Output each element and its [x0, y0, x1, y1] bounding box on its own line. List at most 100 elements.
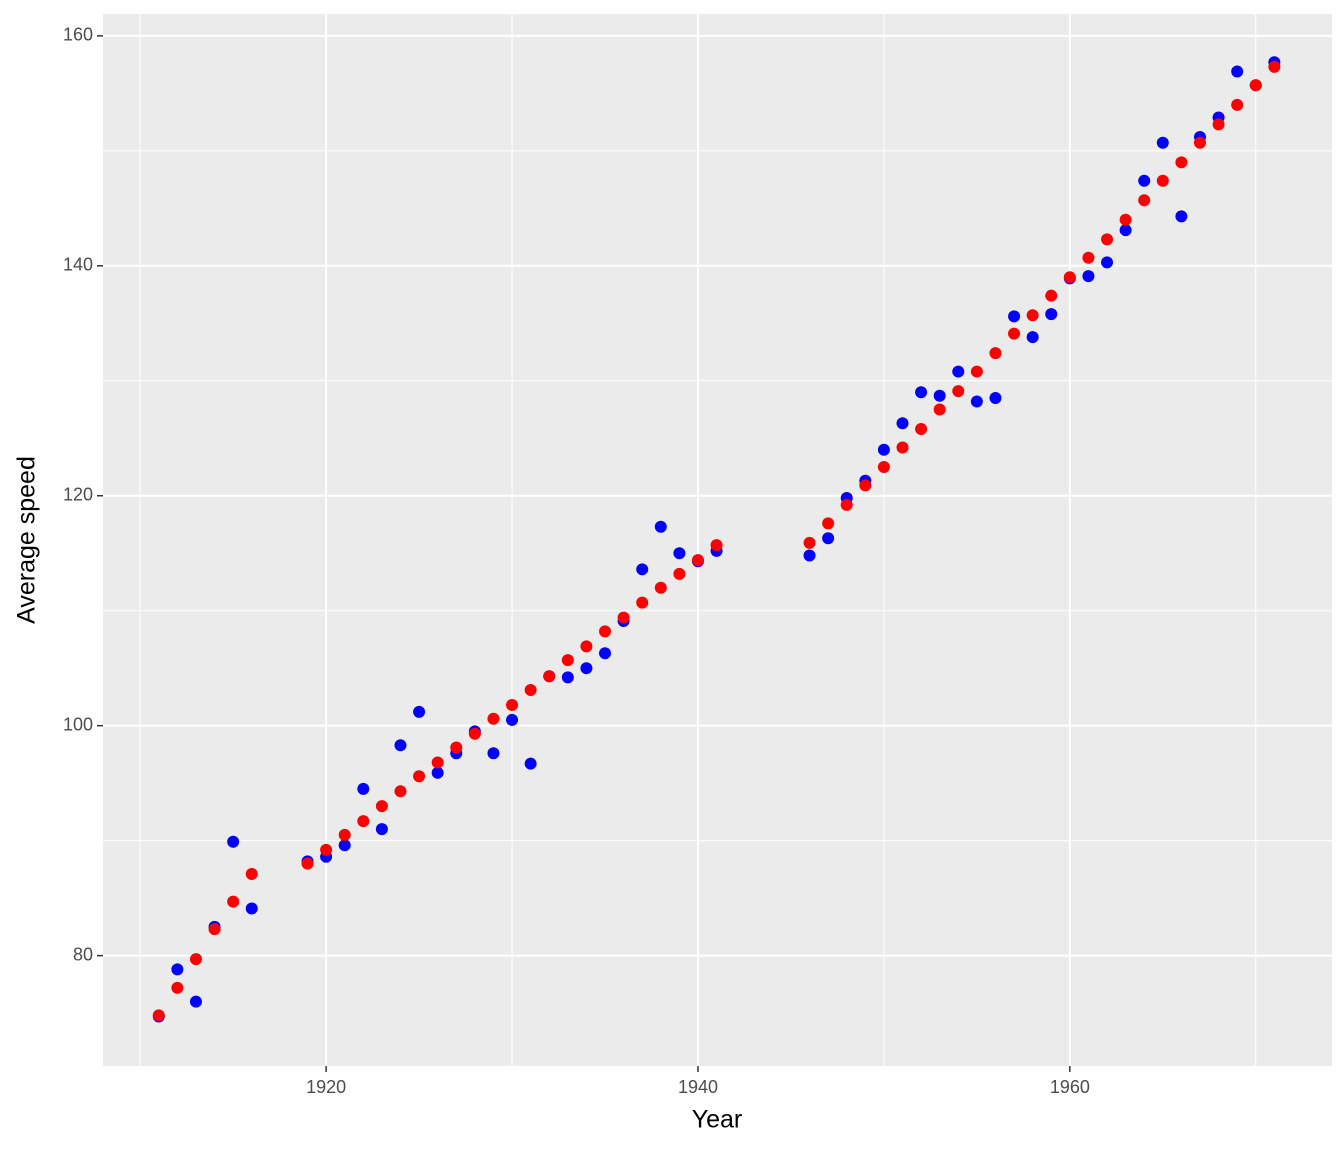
point: [1026, 309, 1039, 322]
point: [691, 554, 704, 567]
point: [375, 823, 388, 836]
point: [822, 517, 835, 530]
point: [152, 1009, 165, 1022]
point: [822, 532, 835, 545]
point: [654, 520, 667, 533]
point: [506, 713, 519, 726]
point: [189, 995, 202, 1008]
point: [1231, 98, 1244, 111]
point: [1138, 194, 1151, 207]
y-tick-label: 80: [73, 944, 93, 964]
point: [896, 441, 909, 454]
point: [1063, 271, 1076, 284]
point: [1138, 174, 1151, 187]
point: [245, 902, 258, 915]
point: [468, 727, 481, 740]
y-tick-label: 160: [63, 25, 93, 45]
point: [245, 867, 258, 880]
point: [1008, 310, 1021, 323]
point: [375, 800, 388, 813]
point: [171, 981, 184, 994]
point: [394, 785, 407, 798]
point: [1119, 224, 1132, 237]
y-tick-label: 140: [63, 255, 93, 275]
point: [915, 386, 928, 399]
x-tick-label: 1960: [1050, 1077, 1090, 1097]
point: [543, 670, 556, 683]
point: [561, 654, 574, 667]
point: [227, 895, 240, 908]
point: [877, 443, 890, 456]
point: [933, 403, 946, 416]
point: [933, 389, 946, 402]
x-tick-label: 1920: [306, 1077, 346, 1097]
point: [338, 839, 351, 852]
point: [1045, 308, 1058, 321]
point: [431, 766, 444, 779]
point: [506, 698, 519, 711]
point: [357, 815, 370, 828]
point: [1193, 136, 1206, 149]
point: [1101, 233, 1114, 246]
point: [599, 625, 612, 638]
point: [970, 365, 983, 378]
point: [915, 423, 928, 436]
point: [989, 347, 1002, 360]
point: [413, 770, 426, 783]
y-axis-title: Average speed: [13, 456, 41, 624]
point: [580, 662, 593, 675]
point: [636, 596, 649, 609]
point: [617, 611, 630, 624]
point: [989, 392, 1002, 405]
point: [1082, 251, 1095, 264]
point: [859, 479, 872, 492]
point: [952, 385, 965, 398]
point: [189, 953, 202, 966]
point: [952, 365, 965, 378]
point: [450, 741, 463, 754]
point: [803, 536, 816, 549]
point: [1156, 136, 1169, 149]
point: [673, 547, 686, 560]
point: [1175, 156, 1188, 169]
point: [1231, 65, 1244, 78]
point: [524, 684, 537, 697]
point: [1175, 210, 1188, 223]
point: [394, 739, 407, 752]
point: [431, 756, 444, 769]
point: [487, 712, 500, 725]
point: [338, 828, 351, 841]
point: [301, 857, 314, 870]
point: [970, 395, 983, 408]
x-tick-label: 1940: [678, 1077, 718, 1097]
y-tick-label: 120: [63, 484, 93, 504]
point: [1249, 79, 1262, 92]
point: [654, 581, 667, 594]
point: [580, 640, 593, 653]
point: [208, 923, 221, 936]
point: [320, 843, 333, 856]
point: [1082, 270, 1095, 283]
point: [413, 705, 426, 718]
point: [896, 417, 909, 430]
point: [877, 460, 890, 473]
point: [710, 539, 723, 552]
point: [1008, 327, 1021, 340]
point: [636, 563, 649, 576]
point: [1156, 174, 1169, 187]
point: [1045, 289, 1058, 302]
point: [227, 835, 240, 848]
x-axis-title: Year: [692, 1106, 743, 1134]
point: [803, 549, 816, 562]
point: [673, 567, 686, 580]
point: [1026, 331, 1039, 344]
point: [524, 757, 537, 770]
point: [171, 963, 184, 976]
point: [357, 782, 370, 795]
point: [599, 647, 612, 660]
point: [487, 747, 500, 760]
y-tick-label: 100: [63, 714, 93, 734]
point: [1101, 256, 1114, 269]
point: [1268, 60, 1281, 73]
